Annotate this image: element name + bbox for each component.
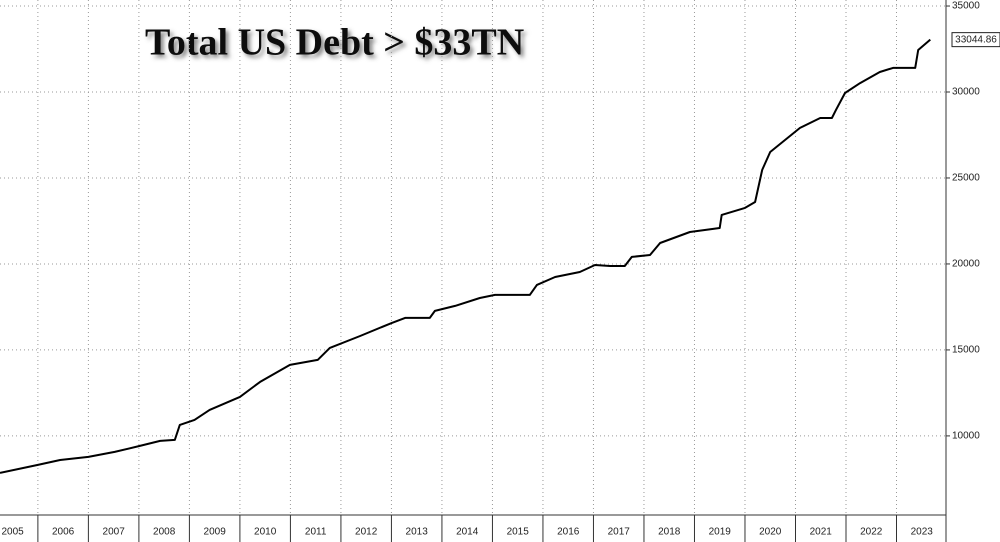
x-tick-label: 2016 bbox=[557, 527, 580, 538]
x-tick-label: 2006 bbox=[52, 527, 75, 538]
x-tick-label: 2008 bbox=[153, 527, 176, 538]
y-tick-label: 20000 bbox=[952, 259, 980, 270]
x-tick-label: 2022 bbox=[860, 527, 883, 538]
x-tick-label: 2011 bbox=[305, 527, 327, 538]
x-tick-label: 2014 bbox=[456, 527, 479, 538]
x-tick-label: 2010 bbox=[254, 527, 277, 538]
last-value-text: 33044.86 bbox=[955, 34, 997, 45]
x-tick-label: 2007 bbox=[103, 527, 126, 538]
x-tick-label: 2012 bbox=[355, 527, 378, 538]
x-tick-label: 2015 bbox=[507, 527, 530, 538]
x-tick-label: 2017 bbox=[608, 527, 631, 538]
x-tick-label: 2023 bbox=[911, 527, 934, 538]
x-tick-label: 2021 bbox=[810, 527, 833, 538]
x-tick-label: 2005 bbox=[2, 527, 25, 538]
debt-line bbox=[0, 38, 931, 474]
y-tick-label: 35000 bbox=[952, 1, 980, 12]
y-tick-label: 15000 bbox=[952, 345, 980, 356]
y-tick-label: 10000 bbox=[952, 431, 980, 442]
last-value-box bbox=[951, 32, 1000, 48]
x-tick-label: 2020 bbox=[759, 527, 782, 538]
x-tick-label: 2019 bbox=[709, 527, 732, 538]
y-tick-label: 30000 bbox=[952, 87, 980, 98]
x-tick-label: 2013 bbox=[406, 527, 429, 538]
last-value-label: 33044.86 bbox=[951, 32, 1000, 48]
y-tick-label: 25000 bbox=[952, 173, 980, 184]
chart-title: Total US Debt > $33TN bbox=[145, 22, 524, 64]
x-tick-label: 2018 bbox=[658, 527, 681, 538]
x-tick-label: 2009 bbox=[204, 527, 227, 538]
